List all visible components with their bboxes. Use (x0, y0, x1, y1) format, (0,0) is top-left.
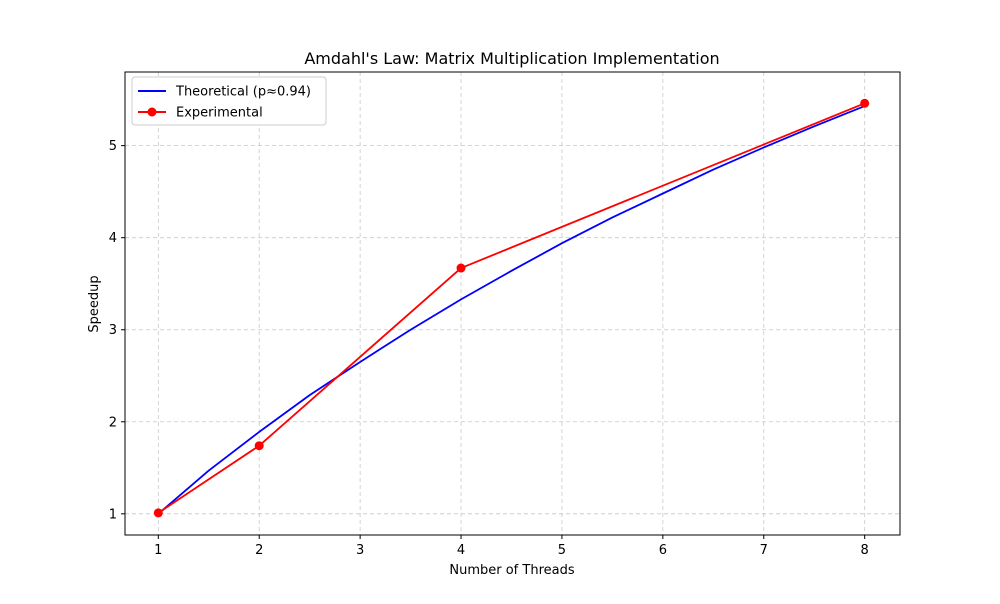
data-point-experimental (456, 263, 466, 273)
frame-layer (124, 71, 901, 536)
data-point-experimental (254, 441, 264, 451)
x-axis-label: Number of Threads (449, 563, 574, 578)
y-tick-label: 2 (109, 415, 117, 430)
x-tick-label: 3 (356, 543, 364, 558)
data-point-experimental (153, 508, 163, 518)
grid-layer (125, 72, 900, 535)
legend-box (131, 76, 327, 126)
y-tick-label: 3 (109, 323, 117, 338)
legend-experimental-label: Experimental (176, 106, 263, 121)
x-tick-label: 2 (255, 543, 263, 558)
y-axis-label: Speedup (87, 275, 102, 332)
tick-layer: 1 2 3 4 5 6 7 8 1 2 3 4 5 (109, 139, 869, 558)
x-tick-label: 1 (154, 543, 162, 558)
series-layer (153, 98, 870, 518)
legend-experimental-marker (147, 107, 157, 117)
legend-theoretical-label: Theoretical (p≈0.94) (175, 85, 311, 100)
data-point-experimental (860, 98, 870, 108)
x-tick-label: 5 (558, 543, 566, 558)
series-line-experimental (157, 102, 866, 514)
y-tick-label: 4 (109, 231, 117, 246)
y-tick-label: 5 (109, 139, 117, 154)
plot-area-frame (124, 71, 901, 536)
x-tick-label: 7 (760, 543, 768, 558)
chart-title: Amdahl's Law: Matrix Multiplication Impl… (304, 49, 719, 68)
legend: Theoretical (p≈0.94) Experimental (131, 76, 327, 126)
series-line-theoretical (157, 105, 866, 515)
x-tick-label: 4 (457, 543, 465, 558)
x-tick-label: 6 (659, 543, 667, 558)
y-tick-label: 1 (109, 507, 117, 522)
x-tick-label: 8 (861, 543, 869, 558)
